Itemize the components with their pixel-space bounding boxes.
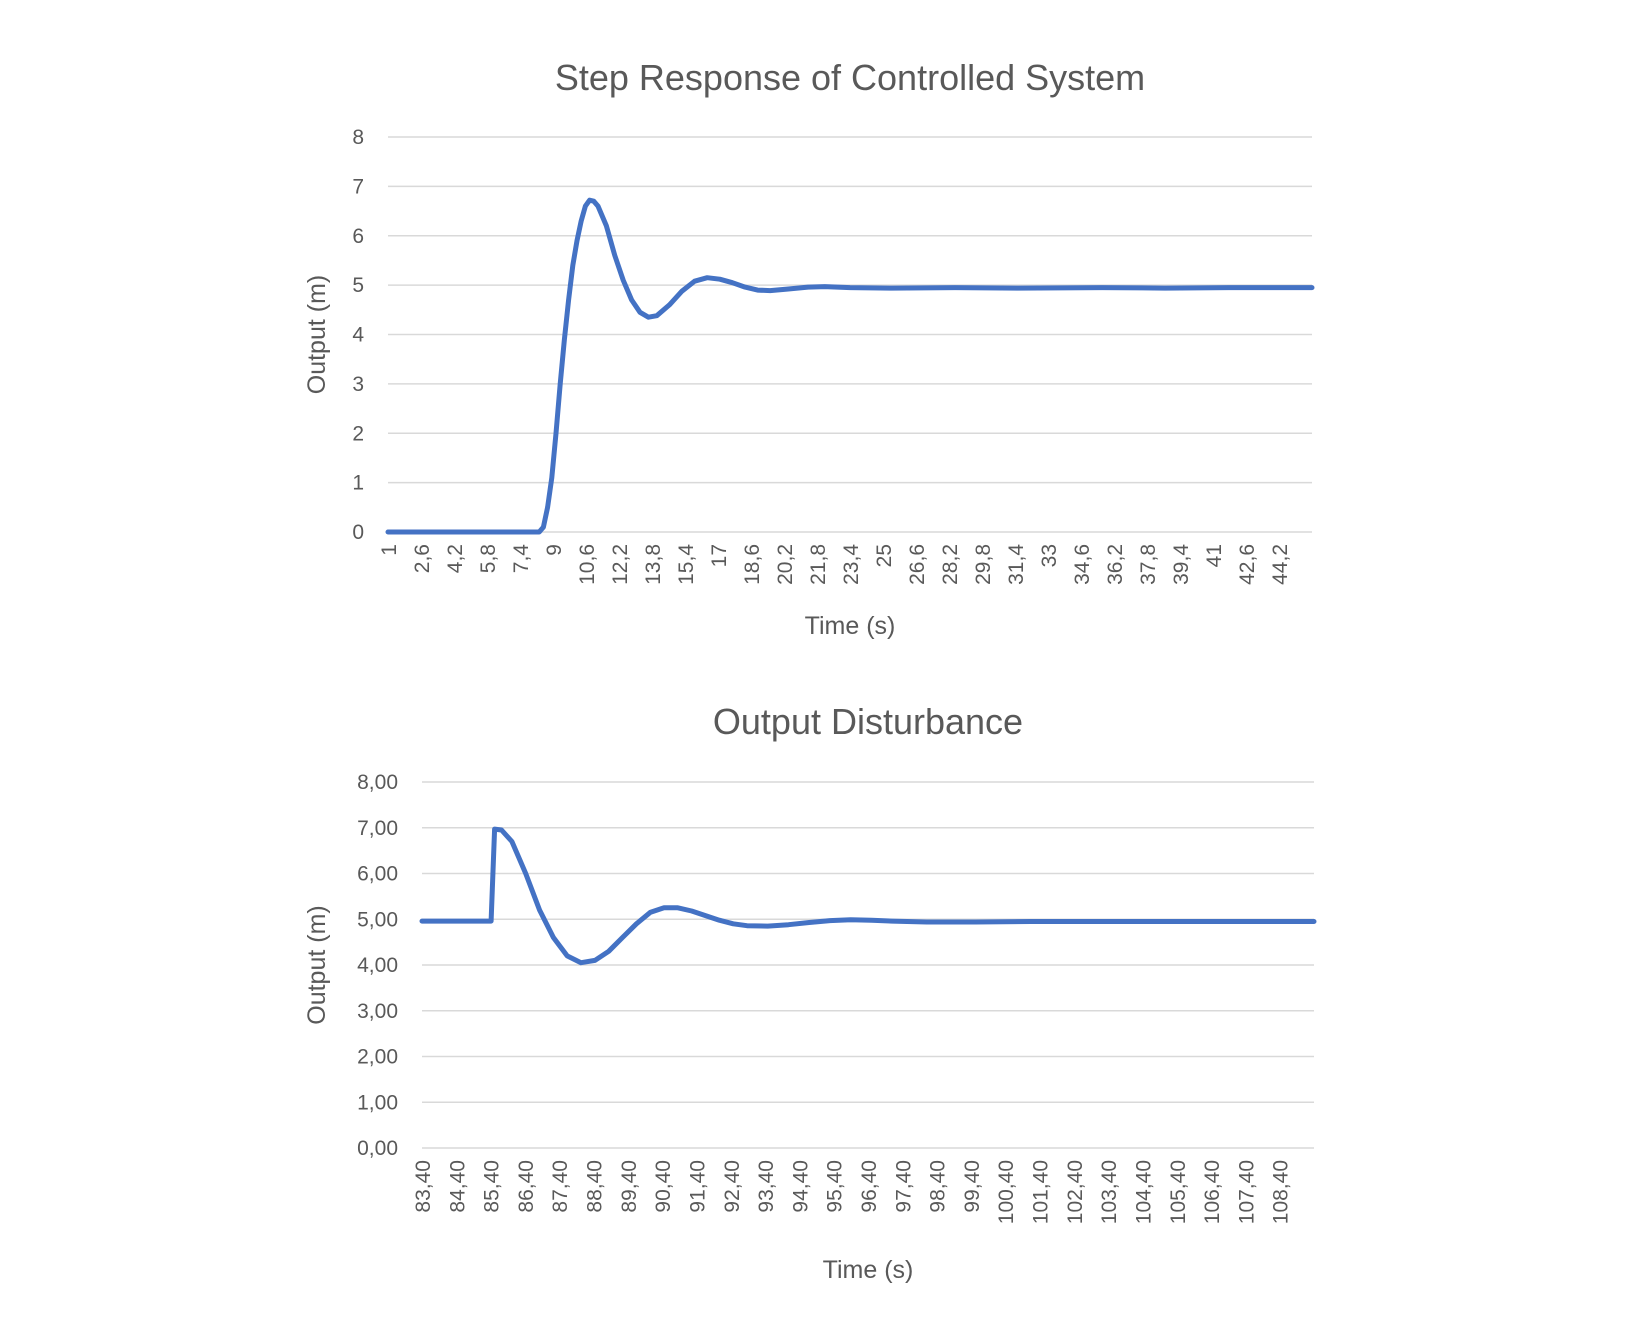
x-tick-label: 39,4: [1170, 544, 1193, 585]
x-tick-label: 33: [1038, 544, 1061, 567]
x-tick-label: 106,40: [1201, 1160, 1224, 1224]
x-tick-label: 84,40: [446, 1160, 469, 1213]
x-tick-label: 37,8: [1137, 544, 1160, 585]
x-tick-label: 86,40: [515, 1160, 538, 1213]
x-tick-label: 94,40: [789, 1160, 812, 1213]
gridlines: [388, 136, 1312, 533]
x-tick-label: 88,40: [584, 1160, 607, 1213]
x-tick-label: 90,40: [652, 1160, 675, 1213]
x-tick-label: 42,6: [1236, 544, 1259, 585]
y-tick-label: 0: [352, 521, 364, 544]
x-tick-label: 31,4: [1005, 544, 1028, 585]
x-tick-label: 108,40: [1270, 1160, 1293, 1224]
x-tick-label: 25: [873, 544, 896, 567]
x-tick-label: 95,40: [824, 1160, 847, 1213]
x-tick-label: 99,40: [961, 1160, 984, 1213]
x-tick-label: 103,40: [1098, 1160, 1121, 1224]
x-tick-label: 100,40: [995, 1160, 1018, 1224]
x-tick-labels: 83,40 84,40 85,40 86,40 87,40 88,40 89,40 90,40…: [412, 1160, 1293, 1224]
y-tick-label: 1,00: [357, 1091, 398, 1114]
x-tick-label: 20,2: [774, 544, 797, 585]
x-tick-label: 105,40: [1167, 1160, 1190, 1224]
x-tick-label: 5,8: [477, 544, 500, 573]
x-tick-label: 34,6: [1071, 544, 1094, 585]
series: [419, 826, 1317, 966]
x-axis-label: Time (s): [823, 1256, 914, 1284]
y-tick-label: 5,00: [357, 908, 398, 931]
x-tick-label: 26,6: [906, 544, 929, 585]
x-tick-label: 23,4: [840, 544, 863, 585]
y-tick-label: 1: [352, 472, 364, 495]
x-tick-label: 17: [708, 544, 731, 567]
x-tick-label: 98,40: [927, 1160, 950, 1213]
y-tick-labels: 0,00 1,00 2,00 3,00 4,00 5,00 6,00 7,00 8,00: [357, 771, 398, 1160]
x-tick-label: 104,40: [1132, 1160, 1155, 1224]
x-tick-labels: 1 2,6 4,2 5,8 7,4 9 10,6 12,2 13,8 15,4 17 18,6 20,2…: [378, 544, 1292, 585]
x-tick-label: 29,8: [972, 544, 995, 585]
y-tick-label: 8: [352, 126, 364, 149]
x-tick-label: 97,40: [892, 1160, 915, 1213]
x-tick-label: 10,6: [576, 544, 599, 585]
x-tick-label: 87,40: [549, 1160, 572, 1213]
x-tick-label: 41: [1203, 544, 1226, 567]
y-tick-label: 2,00: [357, 1046, 398, 1069]
x-tick-label: 13,8: [642, 544, 665, 585]
x-tick-label: 9: [543, 544, 566, 556]
gridlines: [422, 781, 1314, 1149]
x-tick-label: 92,40: [721, 1160, 744, 1213]
y-axis-label: Output (m): [303, 275, 331, 394]
x-tick-label: 102,40: [1064, 1160, 1087, 1224]
x-tick-label: 91,40: [686, 1160, 709, 1213]
x-tick-label: 21,8: [807, 544, 830, 585]
y-tick-label: 6,00: [357, 863, 398, 886]
y-tick-label: 7,00: [357, 817, 398, 840]
x-tick-label: 7,4: [510, 544, 533, 574]
y-tick-label: 2: [352, 422, 364, 445]
output-disturbance-chart: Output Disturbance Output (m) Time (s) 0…: [303, 701, 1317, 1284]
x-tick-label: 85,40: [481, 1160, 504, 1213]
x-tick-label: 12,2: [609, 544, 632, 585]
x-axis-label: Time (s): [805, 612, 896, 640]
chart-title: Output Disturbance: [713, 701, 1023, 742]
y-tick-label: 5: [352, 274, 364, 297]
y-tick-labels: 0 1 2 3 4 5 6 7 8: [352, 126, 364, 544]
x-tick-label: 15,4: [675, 544, 698, 585]
series-line: [419, 826, 1317, 966]
series-line: [385, 197, 1315, 535]
y-tick-label: 3,00: [357, 1000, 398, 1023]
x-tick-label: 96,40: [858, 1160, 881, 1213]
y-axis-label: Output (m): [303, 905, 331, 1024]
x-tick-label: 107,40: [1235, 1160, 1258, 1224]
y-tick-label: 4,00: [357, 954, 398, 977]
y-tick-label: 8,00: [357, 771, 398, 794]
x-tick-label: 101,40: [1030, 1160, 1053, 1224]
x-tick-label: 2,6: [411, 544, 434, 573]
x-tick-label: 44,2: [1269, 544, 1292, 585]
y-tick-label: 4: [352, 324, 364, 347]
x-tick-label: 36,2: [1104, 544, 1127, 585]
y-tick-label: 3: [352, 373, 364, 396]
x-tick-label: 89,40: [618, 1160, 641, 1213]
x-tick-label: 18,6: [741, 544, 764, 585]
y-tick-label: 0,00: [357, 1137, 398, 1160]
x-tick-label: 28,2: [939, 544, 962, 585]
x-tick-label: 4,2: [444, 544, 467, 573]
y-tick-label: 7: [352, 175, 364, 198]
y-tick-label: 6: [352, 225, 364, 248]
x-tick-label: 1: [378, 544, 401, 556]
x-tick-label: 83,40: [412, 1160, 435, 1213]
step-response-chart: Step Response of Controlled System Outpu…: [303, 57, 1315, 640]
x-tick-label: 93,40: [755, 1160, 778, 1213]
series: [385, 197, 1315, 535]
chart-title: Step Response of Controlled System: [555, 57, 1145, 98]
